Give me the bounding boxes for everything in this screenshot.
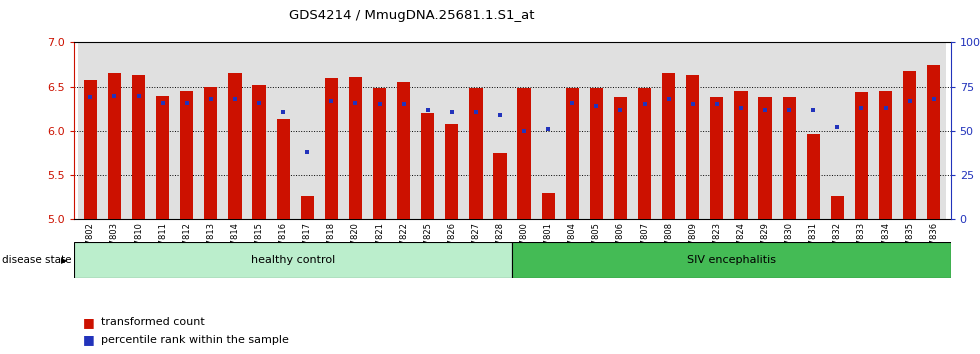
Bar [276, 119, 290, 219]
Bar [873, 42, 898, 219]
Bar [301, 195, 314, 219]
Bar [855, 92, 868, 219]
Bar [542, 193, 555, 219]
Bar [416, 42, 440, 219]
Bar [421, 113, 434, 219]
Bar [831, 195, 844, 219]
Bar [373, 88, 386, 219]
Bar [681, 42, 705, 219]
Bar [271, 42, 295, 219]
Text: ■: ■ [83, 316, 95, 329]
Bar [782, 97, 796, 219]
Bar [825, 42, 850, 219]
Bar [295, 42, 319, 219]
Text: disease state: disease state [2, 255, 72, 265]
Bar [590, 88, 603, 219]
Bar [753, 42, 777, 219]
Bar [319, 42, 343, 219]
Bar [222, 42, 247, 219]
Bar [662, 73, 675, 219]
Bar [565, 88, 579, 219]
Bar [777, 42, 802, 219]
Bar [759, 97, 771, 219]
Bar [613, 97, 627, 219]
Bar [156, 97, 170, 219]
Bar [78, 42, 103, 219]
Bar [802, 42, 825, 219]
Bar [180, 91, 193, 219]
Bar [561, 42, 584, 219]
Bar [903, 71, 916, 219]
Bar [204, 87, 218, 219]
Bar [103, 42, 126, 219]
Text: GDS4214 / MmugDNA.25681.1.S1_at: GDS4214 / MmugDNA.25681.1.S1_at [289, 9, 534, 22]
Bar [151, 42, 174, 219]
Text: SIV encephalitis: SIV encephalitis [687, 255, 776, 265]
Bar [657, 42, 681, 219]
Bar [397, 82, 411, 219]
Bar [927, 65, 941, 219]
Bar [710, 97, 723, 219]
Bar [368, 42, 392, 219]
Bar [632, 42, 657, 219]
Bar [174, 42, 199, 219]
Bar [921, 42, 946, 219]
Bar [74, 242, 512, 278]
Bar [686, 75, 700, 219]
Bar [440, 42, 464, 219]
Bar [108, 73, 122, 219]
Bar [132, 75, 145, 219]
Text: transformed count: transformed count [101, 317, 205, 327]
Text: percentile rank within the sample: percentile rank within the sample [101, 335, 289, 345]
Bar [469, 88, 482, 219]
Bar [850, 42, 873, 219]
Bar [512, 242, 951, 278]
Bar [253, 85, 266, 219]
Text: healthy control: healthy control [251, 255, 335, 265]
Bar [609, 42, 632, 219]
Bar [734, 91, 748, 219]
Text: ▶: ▶ [61, 256, 68, 265]
Bar [445, 124, 459, 219]
Bar [247, 42, 271, 219]
Text: ■: ■ [83, 333, 95, 346]
Bar [584, 42, 609, 219]
Bar [324, 78, 338, 219]
Bar [199, 42, 222, 219]
Bar [464, 42, 488, 219]
Bar [807, 133, 820, 219]
Bar [343, 42, 368, 219]
Bar [705, 42, 729, 219]
Bar [879, 91, 892, 219]
Bar [392, 42, 416, 219]
Bar [83, 80, 97, 219]
Bar [638, 88, 651, 219]
Bar [536, 42, 561, 219]
Bar [126, 42, 151, 219]
Bar [898, 42, 921, 219]
Bar [493, 153, 507, 219]
Bar [729, 42, 753, 219]
Bar [488, 42, 512, 219]
Bar [512, 42, 536, 219]
Bar [517, 88, 531, 219]
Bar [228, 73, 242, 219]
Bar [349, 77, 362, 219]
